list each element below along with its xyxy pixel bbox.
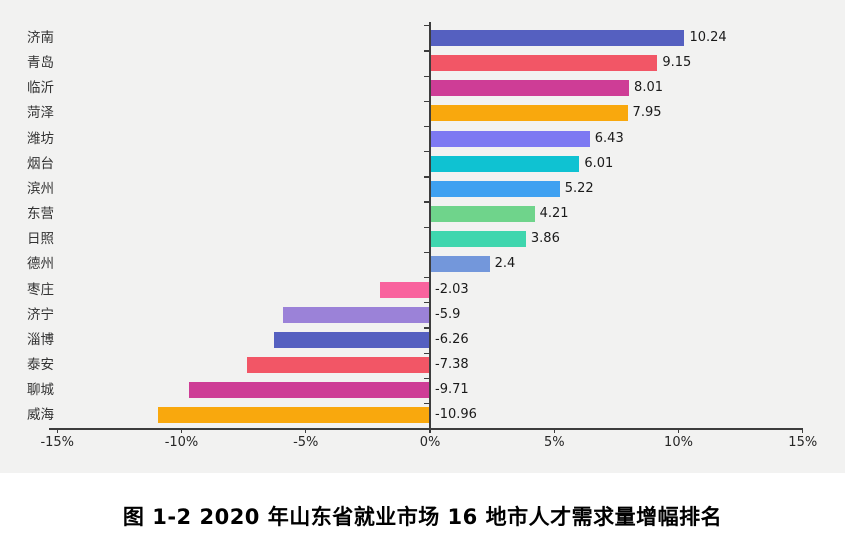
category-tick [424, 251, 429, 254]
bar-positive [430, 206, 535, 223]
category-tick [424, 402, 429, 405]
category-tick [424, 201, 429, 203]
category-label: 威海 [27, 407, 54, 424]
value-axis-tick [553, 428, 555, 433]
value-label: -5.9 [435, 306, 461, 322]
category-tick [424, 25, 429, 27]
category-tick [424, 327, 429, 329]
category-tick [424, 277, 429, 279]
value-label: 10.24 [689, 29, 727, 45]
value-axis-tick-label: -15% [40, 435, 75, 450]
plot-area: 济南 10.24 青岛 9.15 临沂 8.01 菏泽 7.95 潍坊 6.43 烟台 6.01 滨州 5… [27, 22, 818, 450]
value-label: -9.71 [435, 382, 469, 398]
category-tick [424, 377, 429, 379]
category-tick [424, 50, 429, 52]
category-label: 烟台 [27, 155, 54, 172]
category-label: 德州 [27, 256, 54, 273]
category-label: 济宁 [27, 306, 54, 323]
bar-positive [430, 55, 658, 72]
bar-positive [430, 256, 490, 273]
value-label: 6.43 [594, 130, 624, 146]
value-axis-tick [429, 428, 431, 433]
category-tick [424, 176, 429, 178]
bar-chart-panel: 济南 10.24 青岛 9.15 临沂 8.01 菏泽 7.95 潍坊 6.43 烟台 6.01 滨州 5… [0, 0, 845, 473]
bar-negative [157, 407, 430, 424]
bar-negative [246, 357, 430, 374]
bar-positive [430, 105, 628, 122]
bar-negative [274, 331, 430, 348]
bar-negative [283, 306, 430, 323]
value-axis-tick-label: 0% [419, 435, 441, 450]
value-label: 5.22 [564, 180, 594, 196]
value-label: 8.01 [634, 80, 663, 96]
category-tick [424, 125, 429, 128]
value-axis-tick [180, 428, 183, 433]
value-axis-tick-label: 15% [788, 435, 818, 450]
category-tick [424, 75, 429, 77]
category-label: 菏泽 [27, 105, 54, 122]
category-label: 临沂 [27, 80, 54, 97]
category-label: 潍坊 [27, 130, 54, 147]
category-label: 聊城 [27, 382, 54, 399]
value-label: -6.26 [435, 331, 469, 347]
category-label: 济南 [27, 29, 54, 46]
value-axis-tick [56, 428, 58, 433]
category-label: 淄博 [27, 331, 54, 348]
bar-positive [430, 80, 630, 97]
category-label: 日照 [27, 231, 54, 248]
category-tick [424, 151, 429, 153]
value-axis-tick-label: -5% [293, 435, 319, 450]
category-label: 滨州 [27, 180, 54, 197]
value-label: -7.38 [435, 357, 469, 373]
value-label: 7.95 [632, 105, 662, 121]
value-axis-tick-label: -10% [164, 435, 199, 450]
category-label: 青岛 [27, 55, 54, 72]
bar-positive [430, 130, 590, 147]
category-tick [424, 226, 429, 228]
category-label: 东营 [27, 206, 54, 223]
bar-negative [379, 281, 430, 298]
value-label: 3.86 [530, 231, 560, 247]
category-tick [424, 100, 429, 102]
value-label: -10.96 [435, 407, 477, 423]
category-tick [424, 302, 429, 304]
value-axis-tick-label: 5% [543, 435, 565, 450]
bar-positive [430, 29, 685, 46]
value-axis-line [49, 428, 803, 430]
value-axis-tick [677, 428, 680, 433]
value-label: -2.03 [435, 281, 469, 297]
figure-caption: 图 1-2 2020 年山东省就业市场 16 地市人才需求量增幅排名 [122, 505, 723, 529]
value-label: 2.4 [494, 256, 516, 272]
value-axis-tick-label: 10% [664, 435, 693, 450]
value-label: 4.21 [539, 206, 569, 222]
category-label: 枣庄 [27, 281, 54, 298]
value-label: 6.01 [584, 155, 614, 171]
category-tick [424, 352, 429, 354]
bar-positive [430, 155, 580, 172]
category-axis-line [429, 22, 431, 428]
bar-negative [188, 382, 430, 399]
bar-positive [430, 231, 526, 248]
value-label: 9.15 [662, 55, 692, 71]
value-axis-tick [802, 428, 804, 433]
bar-positive [430, 180, 560, 197]
category-label: 泰安 [27, 357, 54, 374]
value-axis-tick [305, 428, 307, 433]
